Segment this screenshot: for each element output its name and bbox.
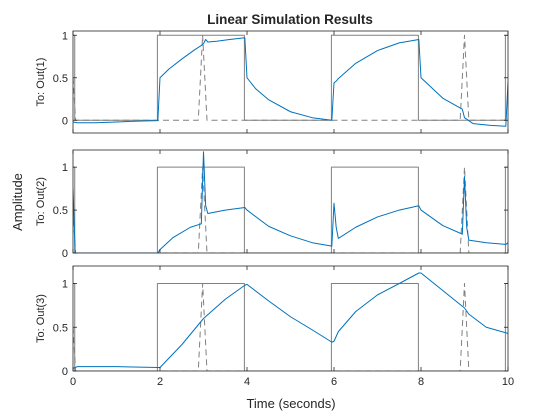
y-tick-label-1-0: 0 (62, 115, 68, 127)
x-axis-label: Time (seconds) (246, 396, 335, 411)
subplot-ylabel-1: To: Out(1) (35, 58, 47, 107)
y-tick-label-3-1: 0.5 (53, 322, 68, 334)
x-tick-label-2: 4 (244, 376, 250, 388)
y-tick-label-3-0: 0 (62, 366, 68, 378)
input-pulse-line-3 (73, 283, 508, 371)
chart-title: Linear Simulation Results (207, 12, 373, 27)
response-line-3 (73, 272, 508, 369)
plot-area-2 (73, 150, 508, 253)
x-tick-label-1: 2 (157, 376, 163, 388)
x-tick-label-3: 6 (331, 376, 337, 388)
y-axis-label: Amplitude (10, 173, 25, 231)
response-line-2 (73, 151, 508, 253)
y-tick-label-3-2: 1 (62, 279, 68, 291)
plot-area-3 (73, 266, 508, 371)
subplot-1: 0 0.5 1 To: Out(1) (35, 30, 509, 134)
response-line-1 (73, 37, 508, 127)
x-tick-label-0: 0 (70, 376, 76, 388)
y-tick-label-2-1: 0.5 (53, 205, 68, 217)
input-pulse-line-2 (73, 166, 508, 253)
plot-area-1 (73, 31, 508, 133)
y-tick-label-1-2: 1 (62, 30, 68, 42)
series-group-2 (73, 151, 508, 253)
y-tick-label-2-0: 0 (62, 248, 68, 260)
subplot-ylabel-3: To: Out(3) (35, 294, 47, 343)
y-tick-label-1-1: 0.5 (53, 73, 68, 85)
subplot-2: 0 0.5 1 To: Out(2) (35, 149, 509, 260)
axes-frame-2 (72, 149, 509, 254)
x-tick-label-5: 10 (502, 376, 514, 388)
axes-frame-1 (72, 30, 509, 134)
x-tick-label-4: 8 (418, 376, 424, 388)
subplot-ylabel-2: To: Out(2) (35, 177, 47, 226)
axes-frame-3 (72, 265, 509, 372)
y-tick-label-2-2: 1 (62, 162, 68, 174)
series-group-3 (73, 272, 508, 371)
series-group-1 (73, 34, 508, 127)
